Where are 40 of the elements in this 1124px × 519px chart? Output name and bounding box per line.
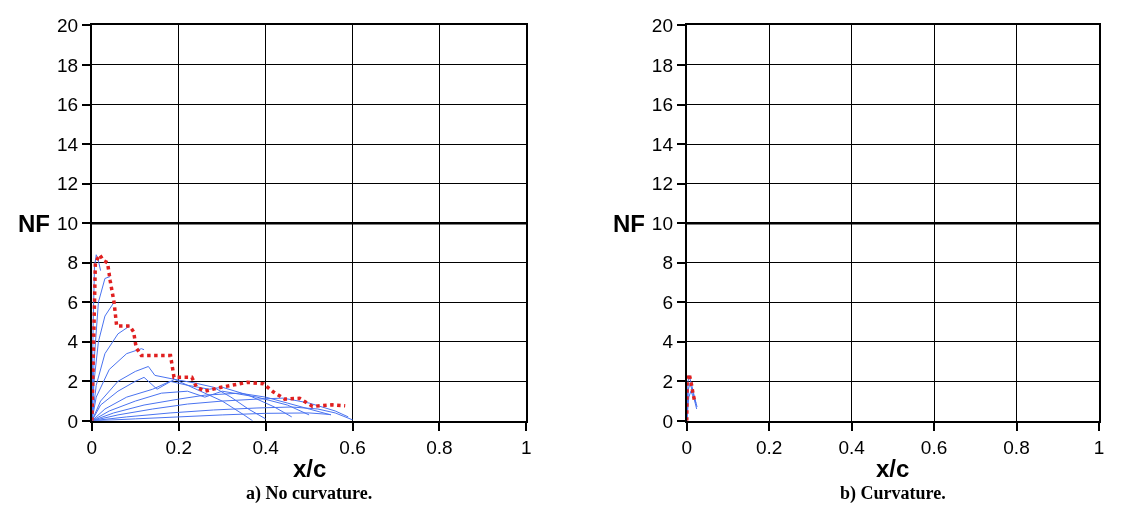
y-tick-label: 0 [67,410,79,432]
text: b) Curvature. [840,483,946,504]
y-tick-label: 2 [67,370,79,392]
x-axis-title: x/c [876,455,910,482]
x-tick-label: 0.2 [756,436,783,458]
x-tick-label: 0.8 [1003,436,1030,458]
y-tick-label: 18 [651,54,673,76]
y-tick-label: 8 [67,252,79,274]
y-tick-label: 2 [662,370,673,392]
x-tick-label: 0.6 [920,436,948,458]
y-tick-label: 10 [651,212,673,234]
x-tick-label: 0.4 [252,436,280,458]
text: a) No curvature. [246,483,373,504]
y-tick-label: 16 [56,94,79,116]
y-axis-title: NF [613,210,645,237]
x-tick-label: 1 [521,436,532,458]
y-tick-label: 10 [56,212,79,234]
y-tick-label: 8 [662,252,673,274]
y-tick-label: 6 [662,291,673,313]
x-tick-label: 0.8 [426,436,453,458]
x-tick-label: 0.2 [165,436,192,458]
x-tick-label: 0 [681,436,693,458]
y-tick-label: 18 [56,54,79,76]
y-tick-label: 6 [67,291,79,313]
y-tick-label: 4 [662,331,674,353]
y-tick-label: 12 [56,173,79,195]
x-tick-label: 0.6 [339,436,366,458]
y-tick-label: 0 [662,410,673,432]
y-tick-label: 14 [651,133,674,155]
y-tick-label: 20 [56,15,79,37]
y-tick-label: 14 [56,133,79,155]
x-tick-label: 1 [1093,436,1105,458]
x-tick-label: 0 [86,436,98,458]
y-axis-title: NF [18,210,50,237]
y-tick-label: 4 [67,331,79,353]
y-tick-label: 16 [651,94,673,116]
x-tick-label: 0.4 [838,436,866,458]
y-tick-label: 20 [651,15,673,37]
x-axis-title: x/c [293,455,327,482]
y-tick-label: 12 [651,173,673,195]
